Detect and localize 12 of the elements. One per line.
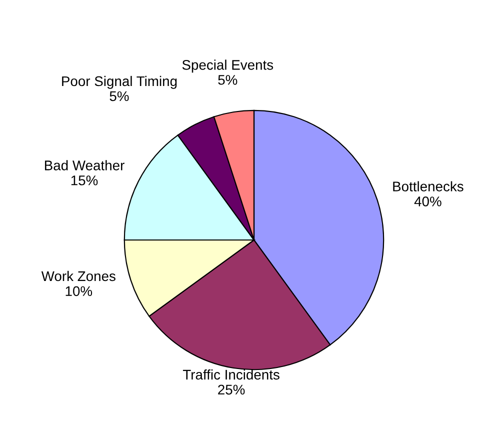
data-label: 40% bbox=[414, 196, 442, 206]
slice-label: Traffic Incidents bbox=[182, 369, 280, 380]
data-label: 5% bbox=[218, 75, 238, 85]
slice-label: Bottlenecks bbox=[393, 181, 464, 192]
slice-label: Poor Signal Timing bbox=[62, 76, 177, 89]
slice-label: Special Events bbox=[182, 60, 274, 73]
data-label: 5% bbox=[110, 91, 129, 102]
data-label: 25% bbox=[218, 384, 245, 395]
slice-label: Bad Weather bbox=[44, 160, 124, 170]
data-label: 15% bbox=[71, 176, 98, 186]
data-label: 10% bbox=[66, 286, 92, 296]
slice-label: Work Zones bbox=[41, 270, 116, 282]
